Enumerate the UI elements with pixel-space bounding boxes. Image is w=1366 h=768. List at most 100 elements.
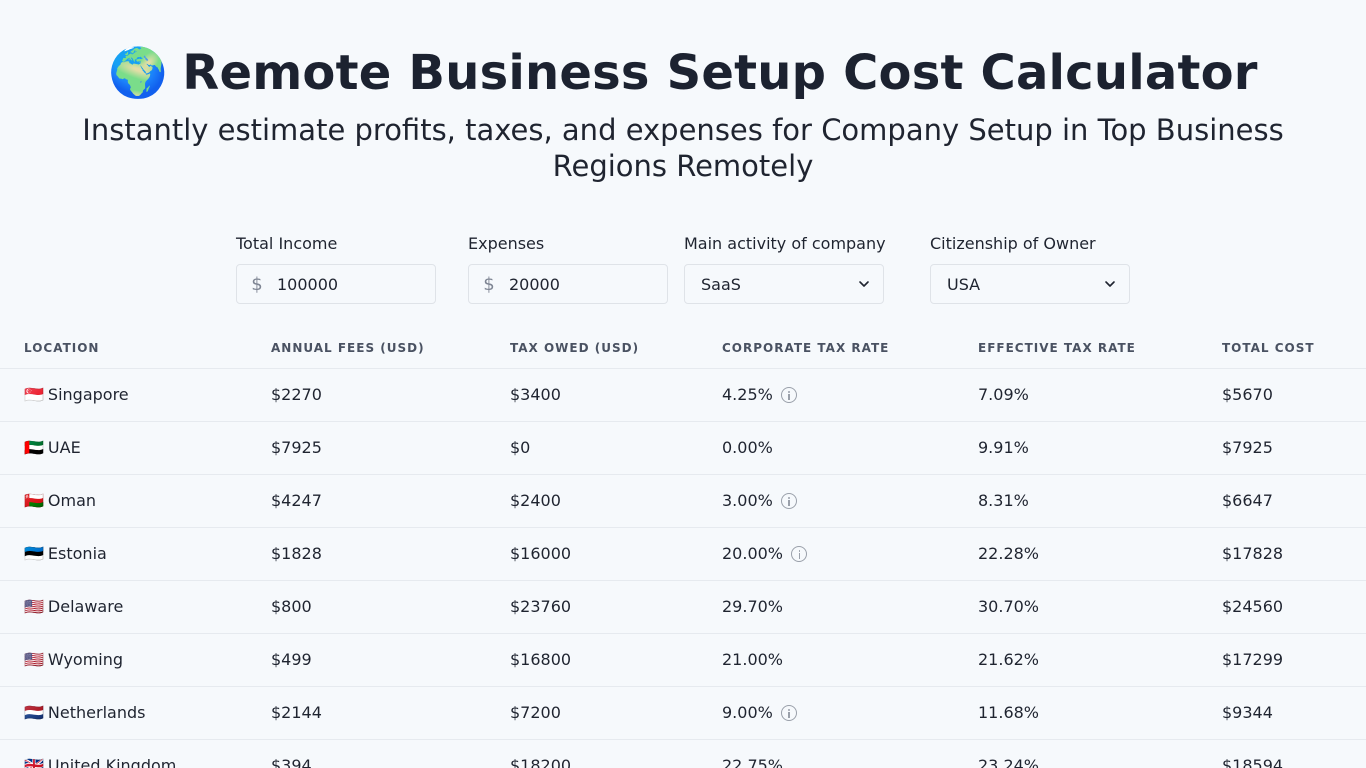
total-cost-cell: $6647 xyxy=(1222,491,1273,510)
corporate-tax-rate-cell: 22.75% xyxy=(722,756,783,768)
table-row[interactable]: 🇪🇪 Estonia $1828 $16000 20.00% 22.28% $17… xyxy=(0,528,1366,581)
corporate-tax-rate-value: 21.00% xyxy=(722,650,784,669)
location-name: Estonia xyxy=(47,544,107,563)
table-row[interactable]: 🇬🇧 United Kingdom $394 $18200 22.75% 23.2… xyxy=(0,740,1366,768)
tax-owed-cell: $7200 xyxy=(510,703,561,722)
total-cost-cell: $17828 xyxy=(1222,544,1284,563)
location-name: Delaware xyxy=(47,597,124,616)
expenses-value[interactable]: 20000 xyxy=(509,274,560,294)
activity-field: Main activity of company SaaS xyxy=(684,234,886,304)
flag-icon: 🇸🇬 xyxy=(24,385,44,404)
annual-fees-cell: $1828 xyxy=(271,544,322,563)
table-row[interactable]: 🇳🇱 Netherlands $2144 $7200 9.00% 11.68% $… xyxy=(0,687,1366,740)
corporate-tax-rate-value: 22.75% xyxy=(722,756,784,768)
flag-icon: 🇪🇪 xyxy=(24,544,44,563)
chevron-down-icon xyxy=(1105,281,1115,287)
dollar-icon: $ xyxy=(251,273,263,295)
total-cost-cell: $18594 xyxy=(1222,756,1284,768)
total-cost-cell: $7925 xyxy=(1222,438,1273,457)
table-row[interactable]: 🇴🇲 Oman $4247 $2400 3.00% 8.31% $6647 xyxy=(0,475,1366,528)
total-cost-cell: $24560 xyxy=(1222,597,1284,616)
location-cell: 🇦🇪 UAE xyxy=(24,438,81,458)
activity-value: SaaS xyxy=(701,274,741,294)
effective-tax-rate-cell: 22.28% xyxy=(978,544,1040,563)
effective-tax-rate-cell: 21.62% xyxy=(978,650,1040,669)
total-cost-cell: $5670 xyxy=(1222,385,1273,404)
citizenship-field: Citizenship of Owner USA xyxy=(930,234,1130,304)
table-row[interactable]: 🇺🇸 Delaware $800 $23760 29.70% 30.70% $24… xyxy=(0,581,1366,634)
annual-fees-cell: $4247 xyxy=(271,491,322,510)
location-cell: 🇸🇬 Singapore xyxy=(24,385,129,405)
effective-tax-rate-cell: 8.31% xyxy=(978,491,1029,510)
info-icon[interactable] xyxy=(780,493,797,509)
expenses-label: Expenses xyxy=(468,234,545,253)
location-name: Oman xyxy=(47,491,97,510)
income-value[interactable]: 100000 xyxy=(277,274,339,294)
location-cell: 🇬🇧 United Kingdom xyxy=(24,756,176,768)
info-icon[interactable] xyxy=(780,705,797,721)
location-name: UAE xyxy=(47,438,81,457)
income-input[interactable]: $ 100000 xyxy=(236,264,436,304)
corporate-tax-rate-cell: 9.00% xyxy=(722,703,797,723)
annual-fees-cell: $394 xyxy=(271,756,312,768)
location-cell: 🇳🇱 Netherlands xyxy=(24,703,145,723)
effective-tax-rate-cell: 7.09% xyxy=(978,385,1029,404)
activity-label: Main activity of company xyxy=(684,234,886,253)
tax-owed-cell: $3400 xyxy=(510,385,561,404)
info-icon[interactable] xyxy=(780,387,797,403)
table-row[interactable]: 🇺🇸 Wyoming $499 $16800 21.00% 21.62% $172… xyxy=(0,634,1366,687)
table-row[interactable]: 🇸🇬 Singapore $2270 $3400 4.25% 7.09% $567… xyxy=(0,369,1366,422)
col-annual-fees[interactable]: ANNUAL FEES (USD) xyxy=(271,341,425,355)
activity-select[interactable]: SaaS xyxy=(684,264,884,304)
corporate-tax-rate-value: 4.25% xyxy=(722,385,773,404)
corporate-tax-rate-cell: 4.25% xyxy=(722,385,797,405)
citizenship-select[interactable]: USA xyxy=(930,264,1130,304)
total-cost-cell: $9344 xyxy=(1222,703,1273,722)
location-cell: 🇺🇸 Wyoming xyxy=(24,650,123,670)
income-label: Total Income xyxy=(236,234,338,253)
corporate-tax-rate-cell: 0.00% xyxy=(722,438,773,458)
col-corporate-tax-rate[interactable]: CORPORATE TAX RATE xyxy=(722,341,890,355)
tax-owed-cell: $16000 xyxy=(510,544,572,563)
flag-icon: 🇳🇱 xyxy=(24,703,44,722)
flag-icon: 🇴🇲 xyxy=(24,491,44,510)
flag-icon: 🇬🇧 xyxy=(24,756,44,768)
table-row[interactable]: 🇦🇪 UAE $7925 $0 0.00% 9.91% $7925 xyxy=(0,422,1366,475)
effective-tax-rate-cell: 11.68% xyxy=(978,703,1040,722)
info-icon[interactable] xyxy=(791,546,808,562)
citizenship-label: Citizenship of Owner xyxy=(930,234,1096,253)
tax-owed-cell: $0 xyxy=(510,438,531,457)
corporate-tax-rate-cell: 3.00% xyxy=(722,491,797,511)
location-name: Wyoming xyxy=(47,650,124,669)
col-tax-owed[interactable]: TAX OWED (USD) xyxy=(510,341,640,355)
annual-fees-cell: $7925 xyxy=(271,438,322,457)
tax-owed-cell: $2400 xyxy=(510,491,561,510)
effective-tax-rate-cell: 9.91% xyxy=(978,438,1029,457)
income-field: Total Income $ 100000 xyxy=(236,234,436,304)
annual-fees-cell: $2144 xyxy=(271,703,322,722)
annual-fees-cell: $800 xyxy=(271,597,312,616)
corporate-tax-rate-cell: 21.00% xyxy=(722,650,783,670)
flag-icon: 🇺🇸 xyxy=(24,650,44,669)
total-cost-cell: $17299 xyxy=(1222,650,1284,669)
page-title-text: Remote Business Setup Cost Calculator xyxy=(182,45,1258,101)
corporate-tax-rate-cell: 29.70% xyxy=(722,597,783,617)
annual-fees-cell: $499 xyxy=(271,650,312,669)
corporate-tax-rate-value: 20.00% xyxy=(722,544,784,563)
col-total-cost[interactable]: TOTAL COST xyxy=(1222,341,1315,355)
location-name: United Kingdom xyxy=(47,756,177,768)
tax-owed-cell: $16800 xyxy=(510,650,572,669)
corporate-tax-rate-value: 29.70% xyxy=(722,597,784,616)
col-location[interactable]: LOCATION xyxy=(24,341,100,355)
location-name: Singapore xyxy=(47,385,129,404)
flag-icon: 🇺🇸 xyxy=(24,597,44,616)
expenses-input[interactable]: $ 20000 xyxy=(468,264,668,304)
results-table-header: LOCATION ANNUAL FEES (USD) TAX OWED (USD… xyxy=(0,328,1366,369)
corporate-tax-rate-value: 3.00% xyxy=(722,491,773,510)
citizenship-value: USA xyxy=(947,274,981,294)
col-effective-tax-rate[interactable]: EFFECTIVE TAX RATE xyxy=(978,341,1136,355)
corporate-tax-rate-value: 0.00% xyxy=(722,438,773,457)
tax-owed-cell: $23760 xyxy=(510,597,572,616)
expenses-field: Expenses $ 20000 xyxy=(468,234,668,304)
